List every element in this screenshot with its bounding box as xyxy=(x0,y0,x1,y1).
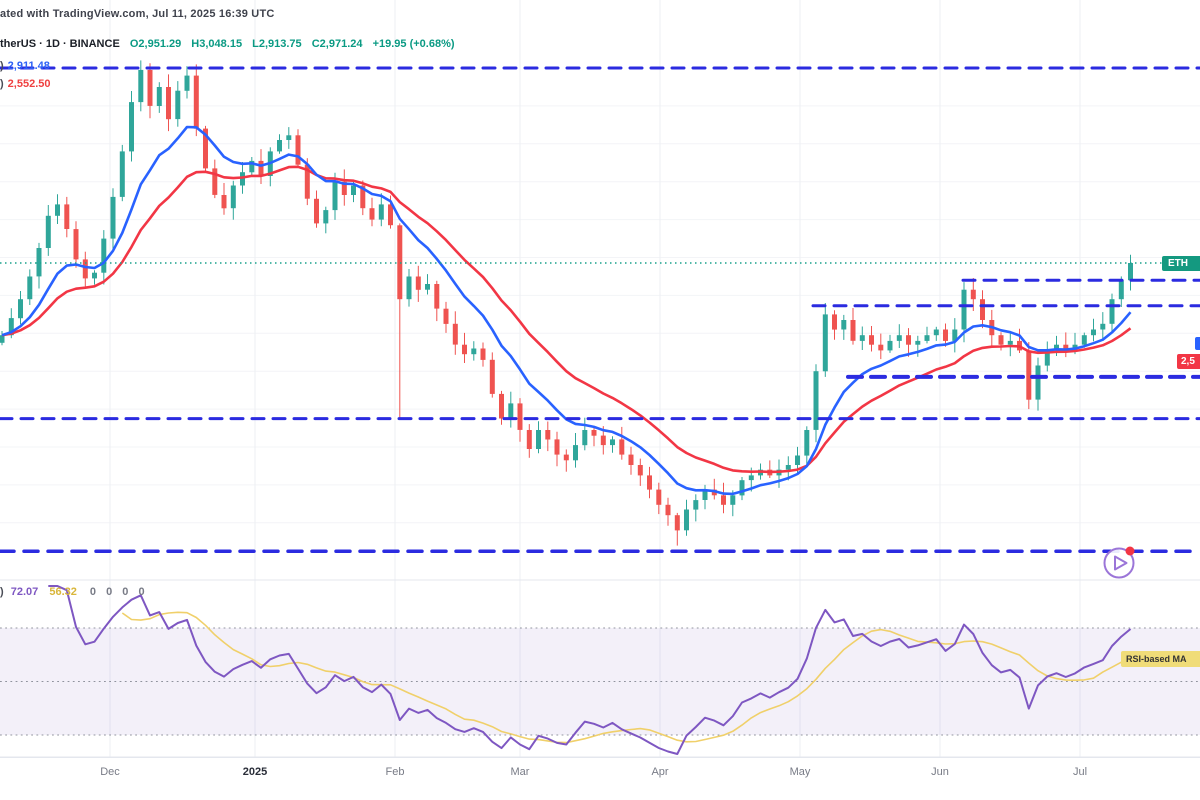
symbol-title: therUS · 1D · BINANCE xyxy=(0,38,120,50)
ohlc-change: +19.95 (+0.68%) xyxy=(372,38,455,50)
ma-fast-legend: ) 2,911.48 xyxy=(0,60,50,72)
levels-layer xyxy=(0,66,1200,553)
ma-slow-value: 2,552.50 xyxy=(7,78,51,90)
ma-fast-value: 2,911.48 xyxy=(7,60,50,72)
x-axis-label-apr: Apr xyxy=(651,766,669,778)
ma-slow-legend: ) 2,552.50 xyxy=(0,78,51,90)
symbol-legend: therUS · 1D · BINANCE O2,951.29 H3,048.1… xyxy=(0,38,455,50)
play-icon xyxy=(1114,555,1128,571)
replay-button[interactable] xyxy=(1103,546,1135,579)
rsi-extra-value: 0 xyxy=(138,586,145,598)
legend-fragment: ) xyxy=(0,78,4,90)
ma-slow-line xyxy=(1,165,1132,474)
rsi-extra-value: 0 xyxy=(106,586,113,598)
ma-slow-axis-badge: 2,5 xyxy=(1177,354,1200,369)
rsi-value: 72.07 xyxy=(10,586,39,598)
x-axis-label-jul: Jul xyxy=(1072,766,1088,778)
grid-layer xyxy=(0,0,1200,757)
x-axis-label-feb: Feb xyxy=(385,766,405,778)
x-axis-label-dec: Dec xyxy=(100,766,120,778)
candles-layer xyxy=(0,60,1133,546)
rsi-ma-label-badge[interactable]: RSI-based MA xyxy=(1121,651,1200,667)
rsi-ma-line xyxy=(121,611,1131,744)
x-axis-label-jun: Jun xyxy=(931,766,949,778)
legend-fragment: ) xyxy=(0,60,4,72)
legend-fragment: ) xyxy=(0,586,4,598)
ma-fast-axis-badge xyxy=(1195,337,1200,350)
tradingview-watermark: ated with TradingView.com, Jul 11, 2025 … xyxy=(0,8,275,20)
rsi-ma-value: 56.32 xyxy=(49,586,77,598)
ohlc-high: H3,048.15 xyxy=(191,38,243,50)
time-axis[interactable]: Dec 2025 Feb Mar Apr May Jun Jul xyxy=(0,757,1200,800)
ohlc-open: O2,951.29 xyxy=(129,38,182,50)
x-axis-label-2025: 2025 xyxy=(242,766,268,778)
rsi-legend: ) 72.07 56.32 0 0 0 0 xyxy=(0,586,152,598)
ohlc-close: C2,971.24 xyxy=(311,38,363,50)
rsi-extra-value: 0 xyxy=(122,586,129,598)
rsi-extra-value: 0 xyxy=(89,586,97,598)
rsi-pane-background xyxy=(0,627,1200,736)
rsi-lines-layer xyxy=(48,585,1132,755)
x-axis-label-mar: Mar xyxy=(510,766,530,778)
current-price-badge[interactable]: ETH xyxy=(1162,256,1200,271)
x-axis-label-may: May xyxy=(789,766,811,778)
rsi-line xyxy=(48,585,1132,755)
ohlc-low: L2,913.75 xyxy=(252,38,302,50)
notification-dot xyxy=(1125,546,1135,556)
